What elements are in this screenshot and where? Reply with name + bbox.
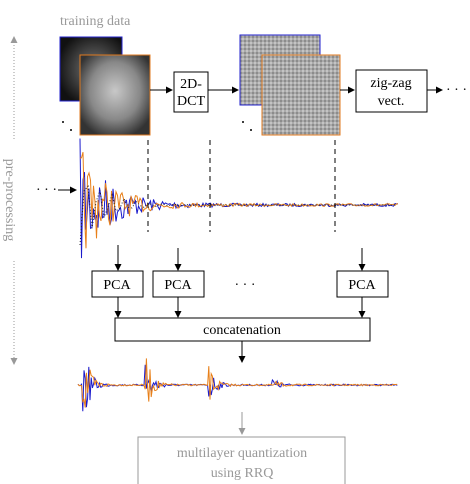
waveform [77, 364, 398, 412]
signal [77, 358, 398, 412]
dct-label: DCT [177, 94, 205, 109]
waveform [77, 358, 398, 408]
ellipsis: · · · [235, 278, 256, 293]
dct-box [173, 71, 209, 113]
pca-label: PCA [164, 278, 192, 293]
face-front [79, 54, 151, 136]
signal [79, 138, 399, 259]
zigzag-box [355, 69, 428, 113]
side-label: pre-processing [2, 159, 17, 241]
pca-label: PCA [348, 278, 376, 293]
dct-label: 2D- [180, 77, 202, 92]
zigzag-label: zig-zag [370, 76, 411, 91]
quant-label: using RRQ [211, 466, 274, 481]
waveform [79, 138, 399, 259]
quant-box [137, 436, 346, 484]
quant-label: multilayer quantization [177, 446, 307, 461]
side-gap [4, 140, 24, 260]
waveform [79, 151, 399, 249]
pca-box [91, 270, 144, 298]
pca-label: PCA [103, 278, 131, 293]
zigzag-label: vect. [378, 94, 405, 109]
pca-box [152, 270, 205, 298]
pca-box [336, 270, 389, 298]
dct-front [261, 54, 341, 136]
waveform [79, 185, 396, 246]
title: training data [60, 14, 131, 29]
ellipsis: · · · [36, 183, 57, 198]
concat-label: concatenation [203, 323, 281, 338]
ellipsis: · · · [446, 83, 467, 98]
